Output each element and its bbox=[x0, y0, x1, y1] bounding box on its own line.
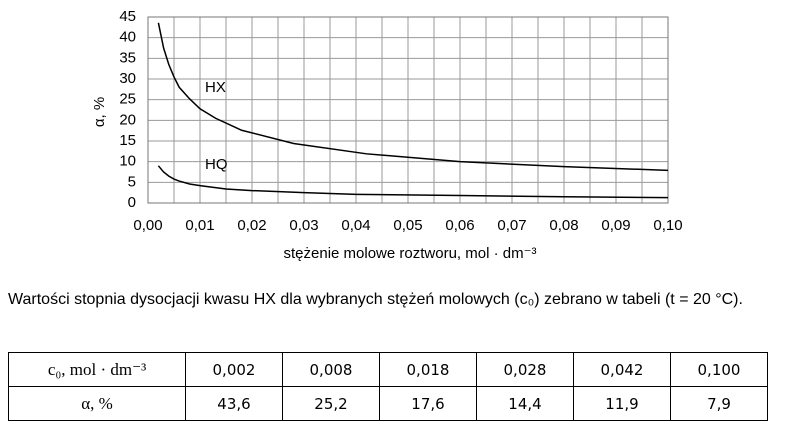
x-tick-label: 0,07 bbox=[497, 217, 526, 234]
x-tick-label: 0,02 bbox=[237, 217, 266, 234]
paragraph: Wartości stopnia dysocjacji kwasu HX dla… bbox=[8, 291, 743, 308]
table-cell: 14,4 bbox=[476, 386, 574, 421]
x-tick-label: 0,01 bbox=[185, 217, 214, 234]
y-tick-label: 30 bbox=[119, 70, 136, 87]
table-cell: 43,6 bbox=[185, 386, 283, 421]
table-cell: 25,2 bbox=[282, 386, 380, 421]
table: c₀, mol · dm⁻³ 0,002 0,008 0,018 0,028 0,042 0… bbox=[8, 352, 768, 421]
x-axis-label: stężenie molowe roztworu, mol · dm⁻³ bbox=[284, 245, 537, 262]
y-tick-label: 10 bbox=[119, 153, 136, 170]
y-tick-label: 35 bbox=[119, 49, 136, 66]
table-cell: α, % bbox=[8, 386, 186, 421]
y-tick-label: 15 bbox=[119, 132, 136, 149]
x-tick-label: 0,06 bbox=[445, 217, 474, 234]
x-tick-label: 0,04 bbox=[341, 217, 370, 234]
y-tick-label: 40 bbox=[119, 29, 136, 46]
x-tick-label: 0,10 bbox=[653, 217, 682, 234]
x-tick-label: 0,03 bbox=[289, 217, 318, 234]
table-cell: 7,9 bbox=[670, 386, 768, 421]
y-tick-label: 20 bbox=[119, 111, 136, 128]
y-tick-label: 0 bbox=[128, 194, 136, 211]
plot-frame bbox=[147, 16, 669, 204]
x-tick-label: 0,08 bbox=[549, 217, 578, 234]
line bbox=[157, 22, 669, 172]
table-cell: 0,018 bbox=[379, 352, 477, 387]
table-cell: 0,042 bbox=[573, 352, 671, 387]
table-cell: 0,100 bbox=[670, 352, 768, 387]
y-tick-label: 5 bbox=[128, 173, 136, 190]
table-cell: c₀, mol · dm⁻³ bbox=[8, 352, 186, 387]
x-tick-label: 0,05 bbox=[393, 217, 422, 234]
x-tick-label: 0,00 bbox=[133, 217, 162, 234]
y-axis-label: α, % bbox=[91, 97, 108, 127]
table-cell: 0,028 bbox=[476, 352, 574, 387]
line bbox=[157, 165, 669, 199]
table-row: c₀, mol · dm⁻³ 0,002 0,008 0,018 0,028 0,042 0… bbox=[8, 352, 768, 387]
chart: stężenie molowe roztworu, mol · dm⁻³ α, … bbox=[91, 8, 683, 262]
table-cell: 11,9 bbox=[573, 386, 671, 421]
x-tick-label: 0,09 bbox=[601, 217, 630, 234]
table-cell: 17,6 bbox=[379, 386, 477, 421]
y-tick-label: 45 bbox=[119, 8, 136, 25]
y-tick-label: 25 bbox=[119, 91, 136, 108]
table-row: α, % 43,6 25,2 17,6 14,4 11,9 7,9 bbox=[8, 386, 768, 421]
series-label: HQ bbox=[205, 156, 228, 173]
series-label: HX bbox=[205, 79, 226, 96]
table-cell: 0,002 bbox=[185, 352, 283, 387]
table-cell: 0,008 bbox=[282, 352, 380, 387]
